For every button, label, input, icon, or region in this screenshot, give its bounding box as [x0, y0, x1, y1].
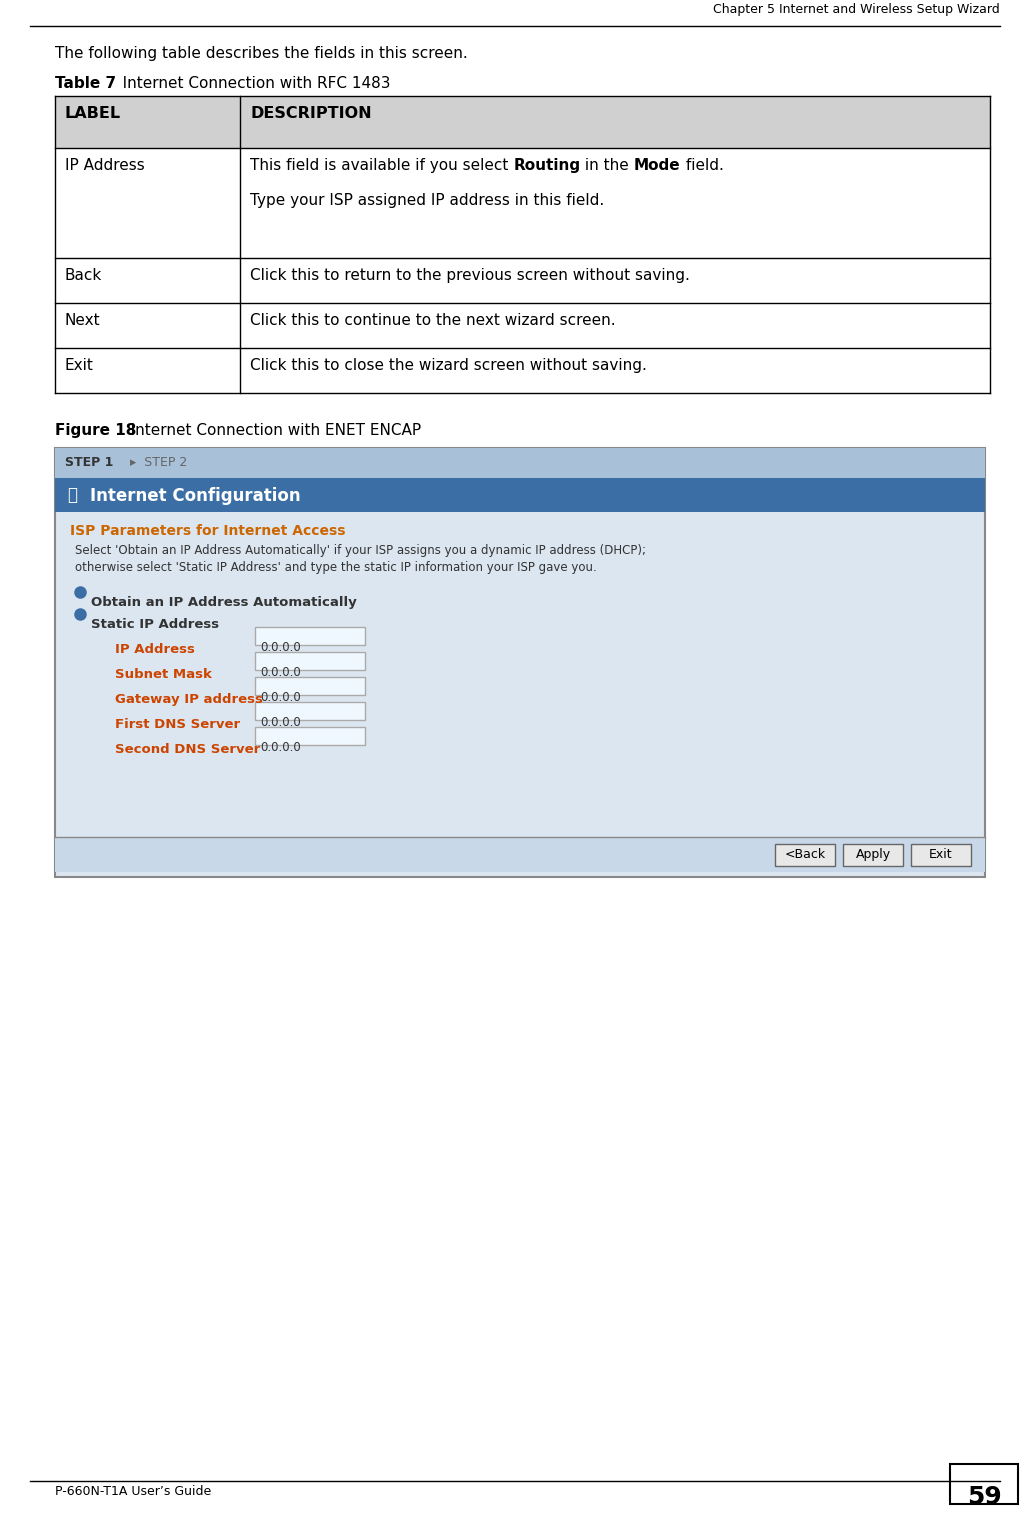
Text: LABEL: LABEL — [65, 107, 121, 120]
Text: Chapter 5 Internet and Wireless Setup Wizard: Chapter 5 Internet and Wireless Setup Wi… — [713, 3, 1000, 17]
Bar — [56, 96, 990, 148]
Text: 0.0.0.0: 0.0.0.0 — [260, 642, 301, 654]
Text: Table 7: Table 7 — [56, 76, 116, 91]
Text: ISP Parameters for Internet Access: ISP Parameters for Internet Access — [70, 524, 345, 538]
Text: 🗂: 🗂 — [67, 486, 77, 503]
Text: STEP 1: STEP 1 — [65, 456, 113, 468]
Text: 0.0.0.0: 0.0.0.0 — [260, 741, 301, 754]
Text: Static IP Address: Static IP Address — [91, 619, 219, 631]
Bar — [843, 844, 903, 866]
Text: 59: 59 — [966, 1484, 1001, 1509]
Text: <Back: <Back — [784, 849, 825, 861]
Text: This field is available if you select: This field is available if you select — [250, 158, 513, 174]
Bar — [255, 652, 365, 671]
Text: Internet Connection with ENET ENCAP: Internet Connection with ENET ENCAP — [116, 422, 421, 437]
Text: IP Address: IP Address — [65, 158, 145, 174]
Text: otherwise select 'Static IP Address' and type the static IP information your ISP: otherwise select 'Static IP Address' and… — [75, 561, 596, 575]
Text: Figure 18: Figure 18 — [56, 422, 137, 437]
Text: Second DNS Server: Second DNS Server — [115, 744, 260, 756]
Bar — [911, 844, 971, 866]
Text: P-660N-T1A User’s Guide: P-660N-T1A User’s Guide — [56, 1484, 211, 1498]
Bar — [255, 703, 365, 721]
Text: Next: Next — [65, 312, 101, 328]
Text: The following table describes the fields in this screen.: The following table describes the fields… — [56, 46, 468, 61]
Text: Gateway IP address: Gateway IP address — [115, 693, 263, 706]
Bar — [775, 844, 835, 866]
Bar — [56, 448, 985, 876]
Bar — [56, 448, 985, 477]
Text: 0.0.0.0: 0.0.0.0 — [260, 692, 301, 704]
Text: Click this to continue to the next wizard screen.: Click this to continue to the next wizar… — [250, 312, 616, 328]
Bar — [56, 477, 985, 512]
Text: Type your ISP assigned IP address in this field.: Type your ISP assigned IP address in thi… — [250, 194, 604, 207]
Text: Routing: Routing — [513, 158, 581, 174]
Text: Internet Connection with RFC 1483: Internet Connection with RFC 1483 — [108, 76, 391, 91]
Bar — [950, 1465, 1018, 1504]
Text: Click this to return to the previous screen without saving.: Click this to return to the previous scr… — [250, 268, 690, 283]
Text: ▸  STEP 2: ▸ STEP 2 — [130, 456, 187, 468]
Text: First DNS Server: First DNS Server — [115, 718, 241, 732]
Text: IP Address: IP Address — [115, 643, 195, 657]
Text: Exit: Exit — [929, 849, 953, 861]
Text: Select 'Obtain an IP Address Automatically' if your ISP assigns you a dynamic IP: Select 'Obtain an IP Address Automatical… — [75, 544, 646, 558]
Text: Exit: Exit — [65, 358, 94, 373]
Text: Back: Back — [65, 268, 102, 283]
Bar — [255, 628, 365, 645]
Text: 0.0.0.0: 0.0.0.0 — [260, 666, 301, 680]
Text: Click this to close the wizard screen without saving.: Click this to close the wizard screen wi… — [250, 358, 647, 373]
Text: in the: in the — [581, 158, 634, 174]
Text: DESCRIPTION: DESCRIPTION — [250, 107, 372, 120]
Text: Mode: Mode — [634, 158, 681, 174]
Bar — [56, 837, 985, 872]
Bar — [255, 727, 365, 745]
Text: Internet Configuration: Internet Configuration — [90, 486, 300, 504]
Text: Subnet Mask: Subnet Mask — [115, 668, 212, 681]
Text: field.: field. — [681, 158, 724, 174]
Text: Obtain an IP Address Automatically: Obtain an IP Address Automatically — [91, 596, 357, 610]
Text: Apply: Apply — [855, 849, 890, 861]
Bar — [255, 677, 365, 695]
Text: 0.0.0.0: 0.0.0.0 — [260, 716, 301, 728]
